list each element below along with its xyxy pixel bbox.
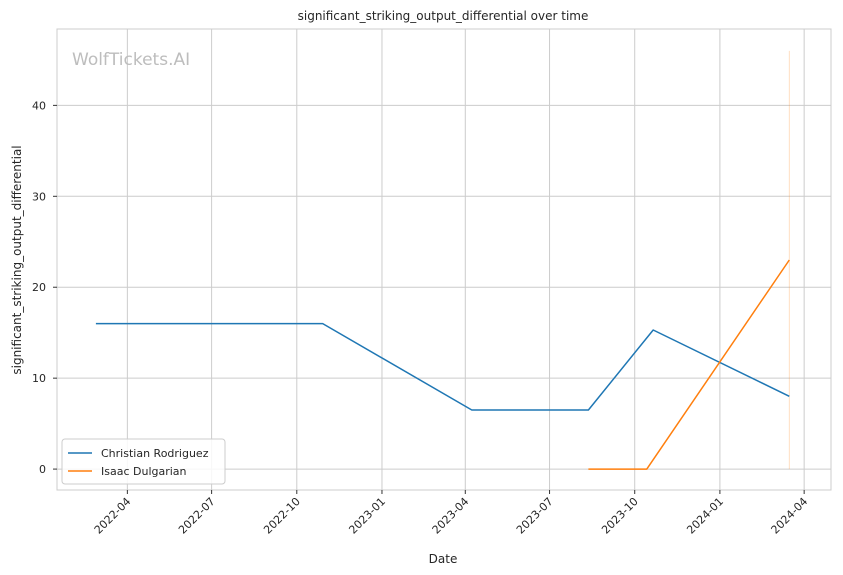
y-tick-label: 40: [32, 99, 46, 112]
series-line-christian-rodriguez: [95, 322, 790, 411]
y-tick-label: 10: [32, 372, 46, 385]
legend: Christian Rodriguez Isaac Dulgarian: [61, 438, 226, 485]
series-lines: [95, 259, 790, 470]
legend-label-christian-rodriguez: Christian Rodriguez: [101, 447, 209, 460]
x-axis-title: Date: [429, 552, 458, 566]
y-tick-label: 20: [32, 281, 46, 294]
grid-lines: [57, 29, 831, 490]
y-axis-ticks: 0 10 20 30 40: [32, 99, 57, 476]
legend-box: [61, 438, 226, 485]
y-tick-label: 30: [32, 190, 46, 203]
chart-title: significant_striking_output_differential…: [298, 9, 589, 23]
legend-label-isaac-dulgarian: Isaac Dulgarian: [101, 465, 187, 478]
watermark-text: WolfTickets.AI: [72, 50, 190, 70]
y-tick-label: 0: [39, 463, 46, 476]
plot-frame: [56, 28, 832, 491]
series-line-isaac-dulgarian: [588, 259, 790, 470]
y-axis-title: significant_striking_output_differential: [10, 145, 24, 374]
